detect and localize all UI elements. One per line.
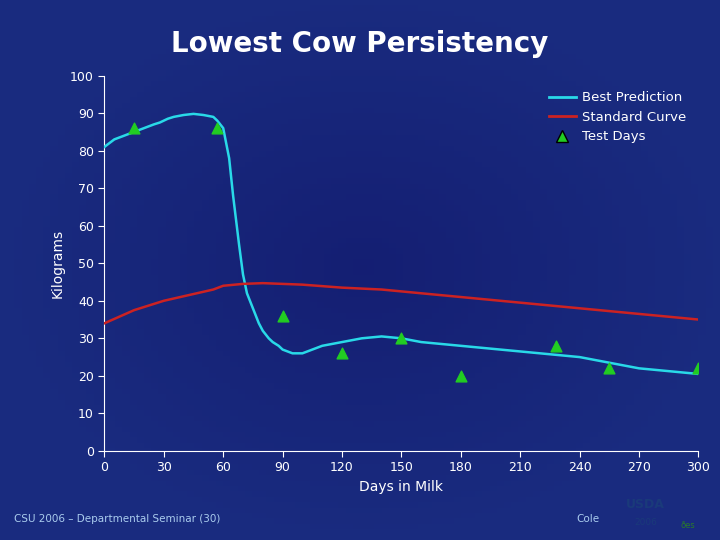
Point — [128, 124, 140, 132]
Text: CSU 2006 – Departmental Seminar (30): CSU 2006 – Departmental Seminar (30) — [14, 515, 221, 524]
Point — [455, 372, 467, 380]
Point — [336, 349, 348, 357]
Text: ðes: ðes — [681, 521, 696, 530]
Point — [603, 364, 615, 373]
Text: 2006: 2006 — [634, 518, 657, 527]
Point — [693, 364, 704, 373]
X-axis label: Days in Milk: Days in Milk — [359, 480, 444, 494]
Y-axis label: Kilograms: Kilograms — [50, 228, 65, 298]
Text: Lowest Cow Persistency: Lowest Cow Persistency — [171, 30, 549, 58]
Legend: Best Prediction, Standard Curve, Test Days: Best Prediction, Standard Curve, Test Da… — [544, 86, 692, 148]
Text: USDA: USDA — [626, 498, 665, 511]
Point — [396, 334, 408, 343]
Text: Cole: Cole — [576, 515, 599, 524]
Point — [550, 341, 562, 350]
Point — [277, 312, 289, 320]
Point — [212, 124, 223, 132]
